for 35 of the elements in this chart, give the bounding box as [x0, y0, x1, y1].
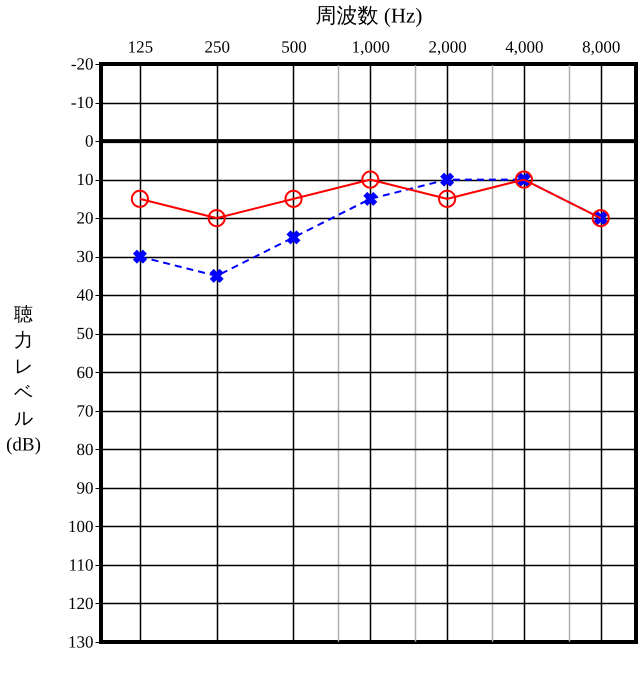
point [361, 170, 380, 189]
y-tick-label: 110 [68, 555, 94, 574]
x-tick-label: 125 [128, 38, 154, 56]
point [284, 190, 303, 208]
x-tick-label: 500 [281, 38, 307, 56]
point [286, 230, 300, 244]
point [363, 192, 378, 206]
y-tick-label: -10 [70, 93, 94, 112]
y-tick-label: 80 [76, 440, 94, 459]
y-tick-label: 40 [76, 286, 94, 305]
y-tick-label: 50 [76, 324, 94, 344]
point [130, 190, 149, 208]
x-tick-label: 8,000 [582, 38, 620, 56]
y-tick-label: 90 [76, 478, 94, 498]
y-axis-title: 聴力レベル(dB) [6, 304, 41, 456]
point [132, 250, 147, 264]
point [440, 172, 454, 187]
y-tick-label: 100 [68, 516, 94, 536]
y-tick-label: 130 [68, 632, 94, 652]
y-tick-label: 0 [85, 132, 94, 151]
x-tick-label: 4,000 [505, 38, 544, 56]
y-tick-label: 120 [68, 594, 94, 613]
y-tick-label: -20 [70, 54, 94, 74]
y-tick-label: 70 [76, 401, 94, 420]
x-axis-title: 周波数 (Hz) [316, 4, 422, 28]
y-tick-label: 20 [76, 208, 94, 228]
y-tick-label: 10 [76, 170, 94, 190]
x-tick-label: 1,000 [352, 38, 390, 56]
x-tick-label: 2,000 [428, 38, 467, 56]
x-tick-label: 250 [204, 38, 230, 56]
point [208, 209, 226, 228]
point [210, 268, 224, 283]
y-tick-label: 30 [76, 247, 94, 266]
y-tick-label: 60 [76, 362, 94, 382]
point [438, 190, 456, 208]
